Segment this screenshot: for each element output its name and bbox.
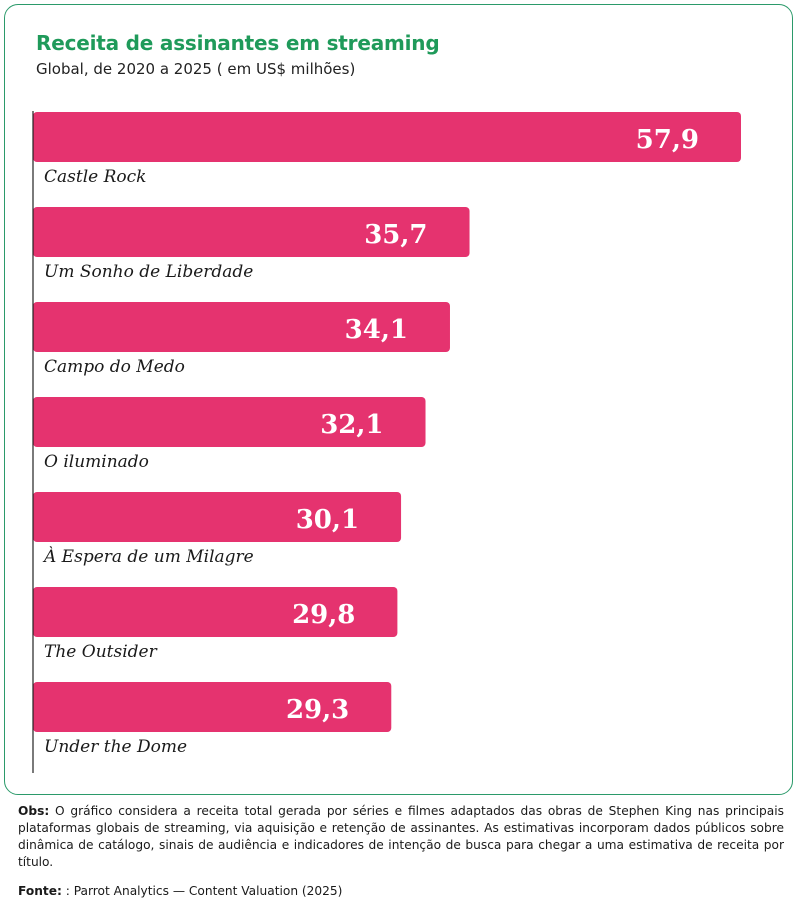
bar bbox=[33, 492, 402, 542]
category-label: Um Sonho de Liberdade bbox=[44, 262, 253, 282]
category-label: À Espera de um Milagre bbox=[42, 546, 254, 567]
bar bbox=[33, 302, 450, 352]
source-label: Fonte: bbox=[18, 884, 62, 898]
bar-value-label: 57,9 bbox=[636, 125, 699, 155]
category-label: Under the Dome bbox=[44, 737, 187, 757]
bar-value-label: 34,1 bbox=[345, 315, 408, 345]
chart-subtitle: Global, de 2020 a 2025 ( em US$ milhões) bbox=[36, 60, 356, 78]
category-label: Castle Rock bbox=[44, 167, 146, 187]
bar-value-label: 35,7 bbox=[364, 220, 427, 250]
bar-value-label: 29,3 bbox=[286, 695, 349, 725]
chart-title: Receita de assinantes em streaming bbox=[36, 31, 440, 55]
bar-value-label: 29,8 bbox=[292, 600, 355, 630]
obs-label: Obs: bbox=[18, 804, 50, 818]
bar bbox=[33, 207, 470, 257]
category-label: O iluminado bbox=[44, 452, 149, 472]
obs-text: O gráfico considera a receita total gera… bbox=[18, 804, 784, 869]
source-text: : Parrot Analytics — Content Valuation (… bbox=[65, 884, 343, 898]
category-label: The Outsider bbox=[44, 642, 158, 662]
bar bbox=[33, 397, 426, 447]
bar bbox=[33, 682, 392, 732]
source-note: Fonte: : Parrot Analytics — Content Valu… bbox=[18, 884, 342, 898]
bars-group: 57,9 Castle Rock 35,7 Um Sonho de Liberdade… bbox=[33, 112, 741, 757]
bar bbox=[33, 587, 398, 637]
bar-chart: 57,9 Castle Rock 35,7 Um Sonho de Liberdade… bbox=[32, 111, 741, 773]
observation-note: Obs: O gráfico considera a receita total… bbox=[18, 803, 784, 871]
bar-value-label: 30,1 bbox=[296, 505, 359, 535]
bar bbox=[33, 112, 741, 162]
bar-value-label: 32,1 bbox=[320, 410, 383, 440]
category-label: Campo do Medo bbox=[44, 357, 185, 377]
